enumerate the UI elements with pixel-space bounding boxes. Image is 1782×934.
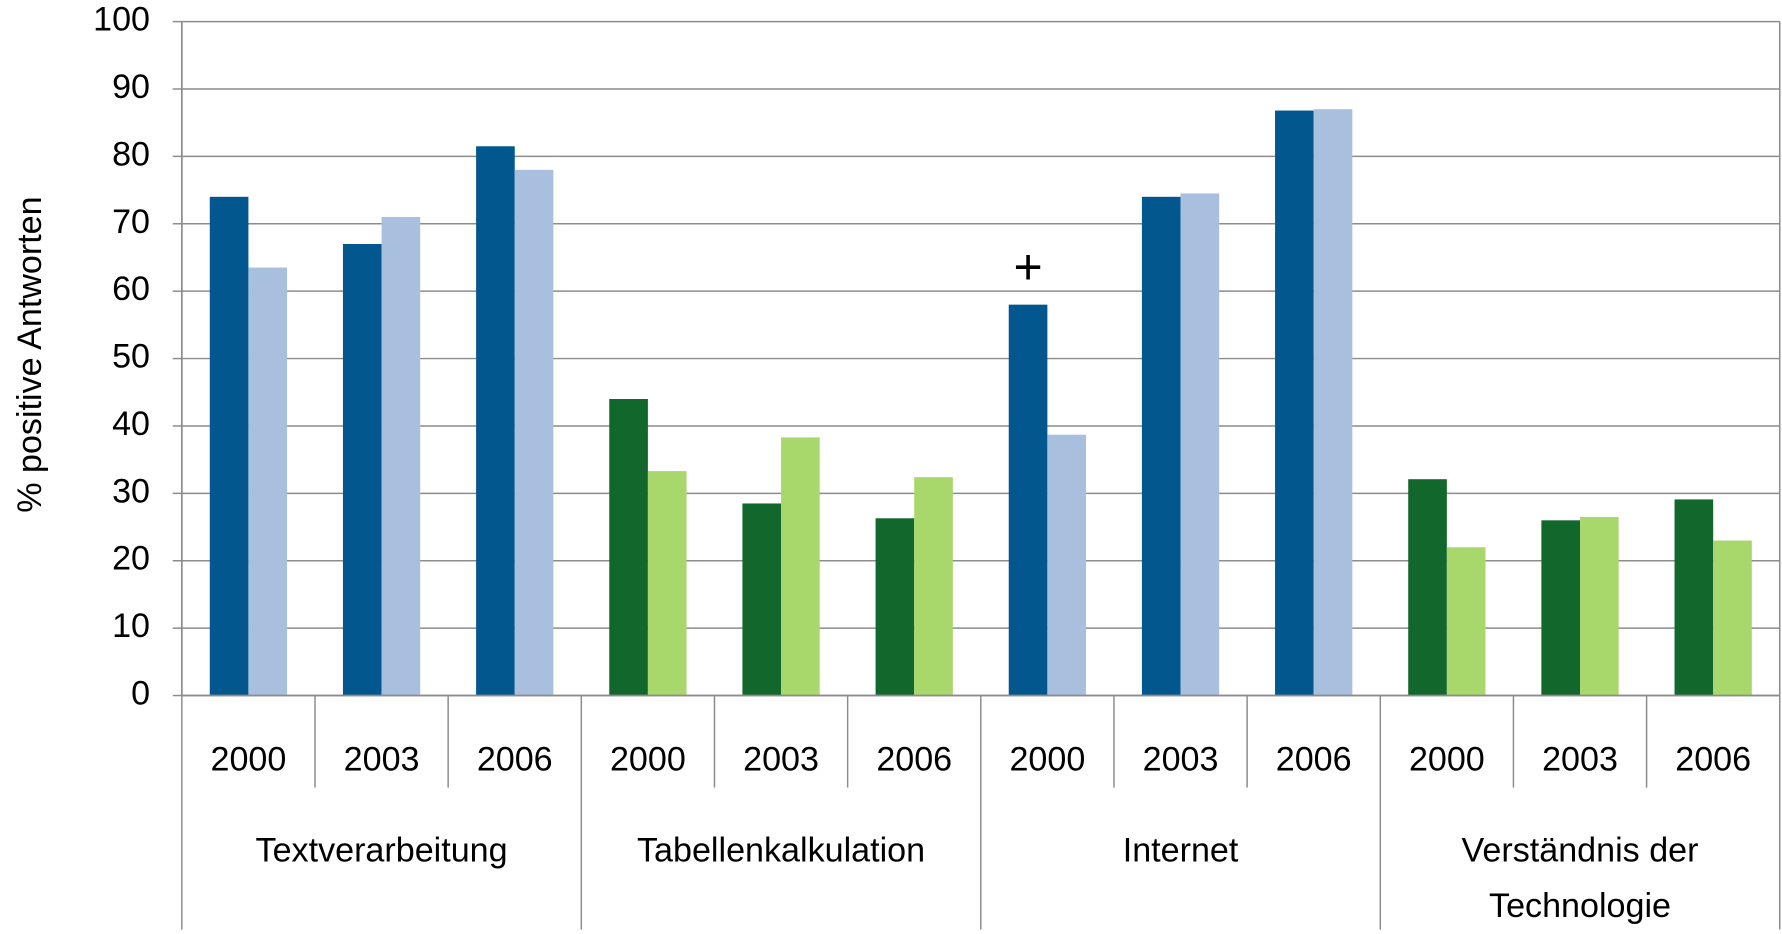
group-label: Tabellenkalkulation: [636, 831, 926, 870]
bar: [1313, 109, 1353, 696]
x-tick-label: 2000: [1009, 740, 1085, 778]
y-tick-label: 40: [112, 405, 150, 443]
bar: [1141, 196, 1181, 696]
bar: [1275, 110, 1314, 696]
bar: [781, 437, 820, 696]
bar: [342, 243, 382, 696]
x-tick-label: 2003: [743, 740, 819, 778]
x-tick-label: 2000: [610, 740, 686, 778]
bar: [1180, 193, 1220, 696]
y-tick-label: 60: [112, 270, 150, 308]
bar: [914, 477, 953, 696]
x-tick-label: 2000: [1409, 740, 1485, 778]
y-tick-label: 90: [112, 68, 150, 106]
y-tick-label: 70: [112, 203, 150, 241]
annotation: +: [1013, 239, 1042, 295]
bar: [1541, 520, 1581, 696]
bar: [476, 146, 515, 696]
bar: [1408, 479, 1447, 696]
y-tick-label: 80: [112, 135, 150, 173]
bar: [381, 217, 421, 696]
y-tick-label: 50: [112, 338, 150, 376]
y-tick-label: 30: [112, 472, 150, 510]
bar: [1047, 434, 1087, 696]
group-label: Verständnis der Technologie: [1461, 831, 1699, 926]
bar: [209, 196, 249, 696]
x-tick-label: 2006: [1276, 740, 1352, 778]
bar: [742, 503, 782, 696]
x-tick-label: 2000: [211, 740, 287, 778]
bar: [1008, 304, 1048, 696]
x-tick-label: 2006: [1675, 740, 1751, 778]
x-tick-label: 2006: [477, 740, 553, 778]
y-tick-label: 10: [112, 607, 150, 645]
bar: [609, 399, 648, 696]
bar: [647, 471, 687, 696]
group-label: Textverarbeitung: [255, 831, 508, 870]
y-tick-label: 100: [93, 1, 150, 39]
x-tick-label: 2003: [1143, 740, 1219, 778]
bar: [514, 169, 554, 696]
group-label: Internet: [1122, 831, 1239, 870]
y-tick-label: 0: [131, 675, 150, 713]
bar: [1713, 540, 1752, 696]
bar: [248, 267, 288, 696]
y-tick-label: 20: [112, 540, 150, 578]
x-tick-label: 2003: [1542, 740, 1618, 778]
bar: [1446, 547, 1486, 696]
bar: [875, 518, 915, 696]
bar: [1580, 516, 1619, 696]
bar: [1674, 499, 1714, 696]
x-tick-label: 2006: [876, 740, 952, 778]
x-tick-label: 2003: [344, 740, 420, 778]
y-axis-title: % positive Antworten: [11, 196, 49, 512]
